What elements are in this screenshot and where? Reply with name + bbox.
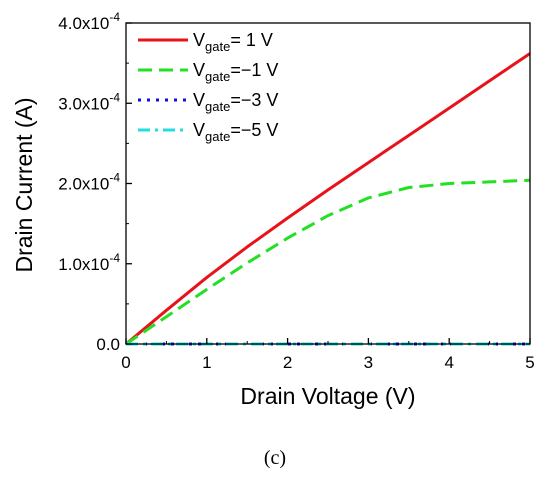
x-tick-label: 1 bbox=[202, 353, 211, 372]
y-tick-label: 2.0x10-4 bbox=[58, 171, 120, 194]
x-tick-label: 0 bbox=[121, 353, 130, 372]
x-tick-label: 5 bbox=[525, 353, 534, 372]
y-axis-title: Drain Current (A) bbox=[11, 97, 37, 272]
x-axis-title: Drain Voltage (V) bbox=[240, 383, 415, 409]
x-axis-ticks: 0 1 2 3 4 5 bbox=[121, 338, 535, 372]
series-line-1 bbox=[125, 178, 531, 346]
legend: Vgate= 1 V Vgate=−1 V Vgate=−3 V Vgate=−5 V bbox=[138, 30, 278, 144]
series-line-0 bbox=[125, 52, 531, 346]
panel-label: (c) bbox=[263, 447, 287, 469]
legend-label-0: Vgate= 1 V bbox=[193, 30, 273, 54]
x-tick-label: 3 bbox=[364, 353, 373, 372]
x-tick-label: 4 bbox=[444, 353, 453, 372]
drain-current-chart: 0 1 2 3 4 5 0.0 1.0x10-4 2.0x10-4 3.0x10-4 4.0x10… bbox=[11, 10, 535, 409]
y-axis-ticks: 0.0 1.0x10-4 2.0x10-4 3.0x10-4 4.0x10-4 bbox=[58, 10, 132, 354]
y-tick-label: 4.0x10-4 bbox=[58, 10, 120, 33]
y-tick-label: 0.0 bbox=[96, 335, 120, 354]
legend-label-2: Vgate=−3 V bbox=[193, 90, 278, 114]
series-layer bbox=[125, 52, 531, 346]
x-tick-label: 2 bbox=[283, 353, 292, 372]
legend-label-3: Vgate=−5 V bbox=[193, 120, 278, 144]
y-tick-label: 3.0x10-4 bbox=[58, 90, 120, 113]
legend-label-1: Vgate=−1 V bbox=[193, 60, 278, 84]
y-tick-label: 1.0x10-4 bbox=[58, 251, 120, 274]
